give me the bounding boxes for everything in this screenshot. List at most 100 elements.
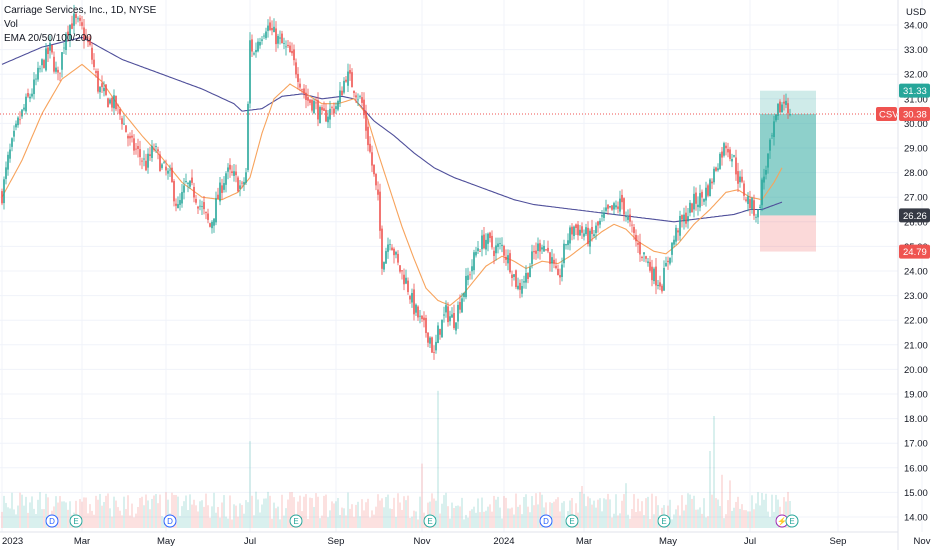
- candle-body: [363, 99, 365, 116]
- price-badge: [899, 244, 930, 259]
- candle-body: [755, 216, 757, 218]
- candle-body: [161, 164, 163, 168]
- candle-body: [343, 80, 345, 93]
- volume-bar: [553, 501, 555, 528]
- volume-bar: [227, 518, 229, 528]
- volume-bar: [297, 501, 299, 528]
- volume-bar: [623, 494, 625, 528]
- candle-body: [507, 255, 509, 264]
- event-markers[interactable]: D E D E E D E E ⚡ E: [45, 514, 799, 528]
- price-badge: [899, 107, 930, 122]
- candle-body: [683, 214, 685, 222]
- candle-body: [483, 234, 485, 249]
- volume-bar: [231, 519, 233, 528]
- volume-bar: [439, 513, 441, 528]
- volume-bar: [523, 497, 525, 528]
- candle-body: [401, 270, 403, 272]
- volume-bar: [59, 496, 61, 528]
- volume-bar: [293, 497, 295, 528]
- volume-bar: [107, 493, 109, 528]
- volume-bar: [347, 492, 349, 528]
- earnings-icon[interactable]: [69, 514, 83, 528]
- candle-body: [689, 202, 691, 213]
- x-tick-label: 2024: [493, 536, 514, 547]
- volume-bar: [551, 503, 553, 528]
- price-badge-text: 31.33: [903, 86, 927, 97]
- legend-ema[interactable]: EMA 20/50/100/200: [4, 33, 92, 44]
- volume-bar: [91, 510, 93, 528]
- volume-bar: [171, 492, 173, 528]
- volume-bar: [341, 507, 343, 528]
- volume-bar: [743, 510, 745, 528]
- event-marker-text: D: [167, 517, 173, 526]
- candle-body: [291, 50, 293, 54]
- volume-bar: [199, 501, 201, 528]
- volume-bar: [493, 495, 495, 528]
- volume-bar: [41, 509, 43, 528]
- x-tick-label: 2023: [2, 536, 23, 547]
- volume-bar: [369, 517, 371, 528]
- dividend-icon[interactable]: [163, 514, 177, 528]
- candle-body: [143, 158, 145, 160]
- candle-body: [561, 264, 563, 278]
- candle-body: [217, 194, 219, 199]
- volume-bar: [497, 496, 499, 528]
- earnings-icon[interactable]: [289, 514, 303, 528]
- legend-vol[interactable]: Vol: [4, 19, 18, 30]
- dividend-icon[interactable]: [539, 514, 553, 528]
- volume-bar: [405, 500, 407, 528]
- y-tick-label: 15.00: [904, 488, 928, 499]
- earnings-icon[interactable]: [785, 514, 799, 528]
- candle-body: [207, 213, 209, 220]
- candle-body: [13, 130, 15, 137]
- candle-body: [715, 167, 717, 171]
- candle-body: [579, 229, 581, 236]
- candle-body: [567, 240, 569, 246]
- volume-bar: [249, 441, 251, 528]
- volume-bar: [287, 499, 289, 528]
- volume-bar: [735, 501, 737, 528]
- legend-title[interactable]: Carriage Services, Inc., 1D, NYSE: [4, 5, 157, 16]
- volume-bar: [173, 494, 175, 528]
- y-tick-label: 21.00: [904, 340, 928, 351]
- candle-body: [193, 186, 195, 198]
- candle-body: [127, 135, 129, 139]
- price-axis[interactable]: 14.00 15.00 16.00 17.00 18.00 19.00 20.00 21.00…: [904, 7, 928, 524]
- candle-body: [49, 42, 51, 51]
- candle-body: [595, 225, 597, 234]
- candle-body: [771, 135, 773, 137]
- dividend-icon[interactable]: [45, 514, 59, 528]
- candle-body: [787, 103, 789, 114]
- volume-bar: [19, 492, 21, 528]
- candle-body: [727, 148, 729, 153]
- earnings-icon[interactable]: [423, 514, 437, 528]
- candle-body: [267, 25, 269, 31]
- volume-bar: [47, 497, 49, 528]
- candle-body: [381, 228, 383, 269]
- candle-body: [709, 179, 711, 197]
- volume-bar: [219, 517, 221, 528]
- earnings-icon[interactable]: [565, 514, 579, 528]
- volume-bar: [715, 498, 717, 528]
- volume-bar: [131, 503, 133, 528]
- volume-bar: [207, 505, 209, 528]
- candle-body: [333, 108, 335, 114]
- candle-body: [305, 92, 307, 100]
- candle-body: [179, 200, 181, 205]
- candle-body: [117, 105, 119, 106]
- volume-bar: [653, 514, 655, 528]
- volume-bar: [307, 518, 309, 528]
- volume-bar: [571, 498, 573, 528]
- target-zone-filled: [760, 114, 816, 216]
- volume-bar: [359, 516, 361, 528]
- candle-body: [5, 167, 7, 179]
- time-axis[interactable]: 2023 Mar May Jul Sep Nov 2024 Mar May Jul Sep Nov: [2, 536, 931, 547]
- candle-body: [785, 100, 787, 106]
- volume-bar: [239, 503, 241, 528]
- candle-body: [765, 170, 767, 175]
- price-badge: [899, 83, 930, 98]
- volume-bar: [251, 495, 253, 528]
- earnings-icon[interactable]: [657, 514, 671, 528]
- candle-body: [553, 259, 555, 264]
